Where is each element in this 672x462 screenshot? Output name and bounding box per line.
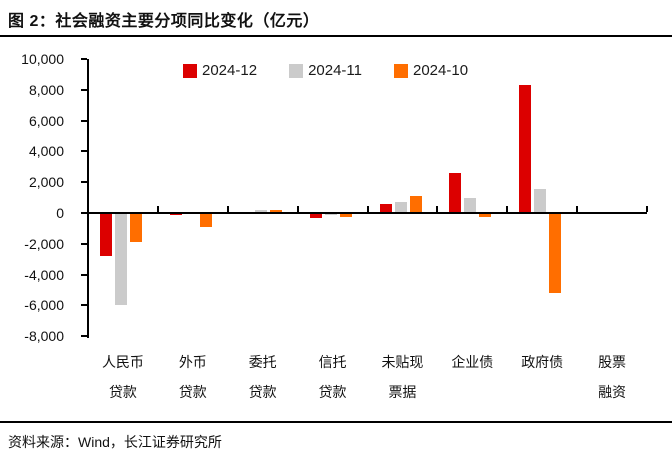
bar-2024-10-政府债 bbox=[549, 214, 562, 294]
y-axis-label: 8,000 bbox=[28, 81, 64, 98]
y-axis-label: -6,000 bbox=[24, 297, 64, 314]
category-label-委托贷款: 委托 贷款 bbox=[248, 354, 277, 400]
bar-2024-11-人民币贷款 bbox=[115, 214, 127, 305]
legend-swatch-gray bbox=[289, 63, 304, 78]
category-label-未贴现票据: 未贴现 票据 bbox=[381, 354, 424, 400]
y-axis-tick bbox=[81, 242, 87, 245]
legend-item-2024-11: 2024-11 bbox=[289, 62, 362, 79]
title-underline bbox=[0, 35, 672, 37]
legend-item-2024-10: 2024-10 bbox=[394, 62, 468, 79]
y-axis-label: -8,000 bbox=[24, 328, 64, 345]
bar-2024-10-人民币贷款 bbox=[130, 214, 142, 243]
bar-2024-11-未贴现票据 bbox=[394, 202, 407, 213]
legend-swatch-orange bbox=[394, 63, 408, 78]
bar-2024-11-信托贷款 bbox=[324, 214, 337, 215]
y-axis-label: -2,000 bbox=[24, 235, 64, 252]
y-axis-tick bbox=[81, 273, 87, 276]
x-axis-zero-line bbox=[88, 212, 647, 214]
bar-2024-12-企业债 bbox=[449, 172, 462, 213]
category-label-人民币贷款: 人民币 贷款 bbox=[101, 354, 144, 400]
y-axis-tick bbox=[81, 335, 87, 338]
legend-label: 2024-10 bbox=[413, 62, 469, 79]
source-text: 资料来源：Wind，长江证券研究所 bbox=[8, 434, 222, 450]
bar-2024-11-政府债 bbox=[534, 189, 547, 213]
category-boundary-tick bbox=[506, 206, 509, 212]
category-boundary-tick bbox=[366, 206, 369, 212]
y-axis-label: 2,000 bbox=[28, 174, 64, 191]
bar-2024-10-外币贷款 bbox=[199, 214, 212, 228]
category-boundary-tick bbox=[436, 206, 439, 212]
bar-2024-12-政府债 bbox=[519, 84, 532, 213]
y-axis-tick bbox=[81, 58, 87, 61]
category-label-政府债: 政府债 bbox=[521, 354, 564, 370]
bar-2024-10-信托贷款 bbox=[339, 214, 352, 217]
category-label-企业债: 企业债 bbox=[451, 354, 494, 370]
y-axis-tick bbox=[81, 119, 87, 122]
y-axis-tick bbox=[81, 304, 87, 307]
y-axis-tick bbox=[81, 181, 87, 184]
category-boundary-tick bbox=[576, 206, 579, 212]
category-boundary-tick bbox=[296, 206, 299, 212]
category-boundary-tick bbox=[646, 206, 648, 212]
bar-2024-11-企业债 bbox=[464, 197, 477, 213]
bar-2024-12-未贴现票据 bbox=[379, 203, 392, 213]
y-axis-label: 0 bbox=[56, 205, 64, 221]
y-axis-tick bbox=[81, 88, 87, 91]
bar-2024-10-未贴现票据 bbox=[409, 196, 422, 213]
y-axis-label: 6,000 bbox=[28, 112, 64, 129]
legend-label: 2024-12 bbox=[202, 62, 258, 79]
category-boundary-tick bbox=[226, 206, 229, 212]
y-axis-label: 4,000 bbox=[28, 143, 64, 160]
category-label-信托贷款: 信托 贷款 bbox=[318, 354, 347, 400]
bar-2024-11-委托贷款 bbox=[254, 210, 267, 213]
bar-2024-12-外币贷款 bbox=[169, 214, 182, 215]
y-axis-label: 10,000 bbox=[21, 51, 64, 68]
bar-2024-10-企业债 bbox=[479, 214, 492, 218]
category-label-股票融资: 股票 融资 bbox=[598, 354, 627, 400]
y-axis-line bbox=[87, 59, 89, 338]
page-title: 图 2：社会融资主要分项同比变化（亿元） bbox=[8, 13, 320, 30]
legend-label: 2024-11 bbox=[308, 62, 362, 79]
chart-legend: 2024-12 2024-11 2024-10 bbox=[183, 62, 468, 79]
y-axis-label: -4,000 bbox=[24, 266, 64, 283]
footer-divider bbox=[0, 421, 672, 423]
legend-item-2024-12: 2024-12 bbox=[183, 62, 257, 79]
bar-2024-12-信托贷款 bbox=[309, 214, 322, 219]
bar-2024-10-委托贷款 bbox=[269, 209, 282, 213]
y-axis-tick bbox=[81, 212, 87, 214]
y-axis-tick bbox=[81, 150, 87, 153]
legend-swatch-red bbox=[183, 63, 197, 78]
category-boundary-tick bbox=[156, 206, 159, 212]
category-label-外币贷款: 外币 贷款 bbox=[178, 354, 207, 400]
bar-2024-12-人民币贷款 bbox=[100, 214, 112, 256]
